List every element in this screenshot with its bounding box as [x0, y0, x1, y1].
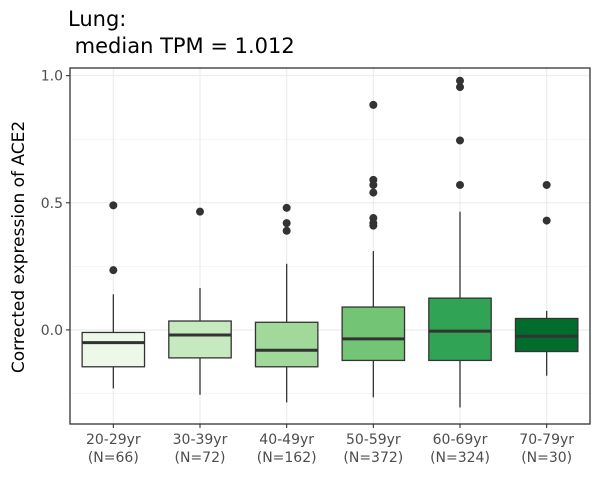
- chart-title-line-2: median TPM = 1.012: [68, 34, 295, 58]
- outlier-point: [456, 136, 464, 145]
- outlier-point: [369, 180, 378, 189]
- outlier-point: [456, 83, 464, 92]
- outlier-point: [542, 180, 551, 189]
- x-tick-count: (N=66): [88, 450, 139, 466]
- outlier-point: [282, 219, 291, 228]
- plot-area: 0.0 0.5 1.0 20-29yr (N=66) 30-39yr (N=72) 40-49…: [41, 67, 591, 466]
- box-40-49yr: [254, 321, 319, 368]
- y-tick-label: 0.5: [41, 196, 63, 212]
- box-50-59yr: [341, 306, 406, 362]
- outlier-point: [282, 203, 291, 212]
- x-tick-label: 70-79yr: [519, 432, 574, 448]
- box-20-29yr: [81, 331, 146, 368]
- x-tick-count: (N=162): [257, 450, 317, 466]
- outlier-point: [282, 226, 291, 235]
- plot-border: [69, 67, 591, 425]
- x-tick-label: 20-29yr: [86, 432, 141, 448]
- outlier-point: [369, 221, 378, 230]
- plot-panel: [70, 68, 590, 424]
- x-tick-label: 60-69yr: [433, 432, 488, 448]
- outlier-point: [369, 188, 378, 197]
- box-30-39yr: [168, 320, 232, 359]
- box-60-69yr: [428, 297, 492, 362]
- outlier-point: [109, 266, 118, 275]
- x-tick-count: (N=324): [430, 450, 490, 466]
- chart-title-line-1: Lung:: [68, 7, 126, 31]
- outlier-point: [369, 100, 378, 109]
- outlier-point: [456, 76, 464, 85]
- x-tick-label: 30-39yr: [173, 432, 228, 448]
- y-tick-label: 1.0: [41, 69, 63, 85]
- outlier-point: [542, 216, 551, 225]
- x-tick-count: (N=30): [521, 450, 572, 466]
- outlier-point: [109, 201, 118, 210]
- outlier-point: [196, 207, 204, 216]
- x-tick-count: (N=372): [343, 450, 403, 466]
- y-axis-label: Corrected expression of ACE2: [9, 121, 29, 373]
- x-tick-count: (N=72): [175, 450, 226, 466]
- x-tick-label: 50-59yr: [346, 432, 401, 448]
- y-tick-label: 0.0: [41, 323, 63, 339]
- outlier-point: [456, 180, 464, 189]
- x-tick-label: 40-49yr: [259, 432, 314, 448]
